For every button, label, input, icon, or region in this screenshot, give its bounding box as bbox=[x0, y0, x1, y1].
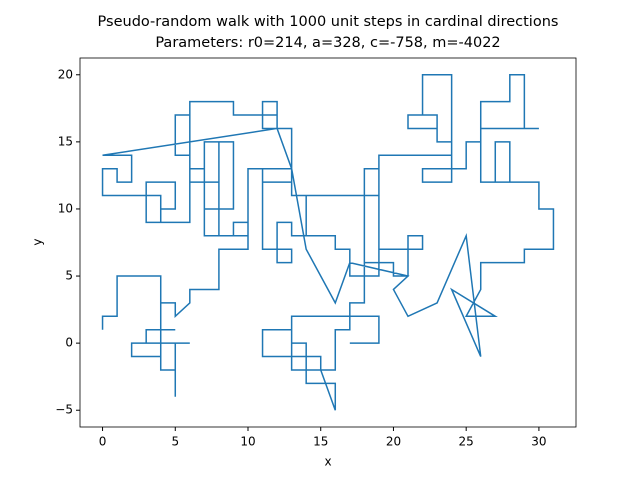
y-tick-label: 10 bbox=[58, 201, 73, 215]
x-tick-label: 10 bbox=[240, 435, 255, 449]
x-tick-label: 20 bbox=[386, 435, 401, 449]
chart-title: Pseudo-random walk with 1000 unit steps … bbox=[98, 14, 559, 30]
y-tick-label: 15 bbox=[58, 134, 73, 148]
y-tick-label: 20 bbox=[58, 67, 73, 81]
y-tick-label: 5 bbox=[65, 269, 73, 283]
y-tick-label: 0 bbox=[65, 336, 73, 350]
walk-line bbox=[101, 74, 555, 411]
y-tick-label: −5 bbox=[55, 403, 73, 417]
y-axis-label: y bbox=[31, 238, 45, 245]
axes-frame bbox=[79, 57, 577, 428]
x-tick-label: 15 bbox=[313, 435, 328, 449]
x-tick-label: 5 bbox=[171, 435, 179, 449]
x-tick-label: 25 bbox=[459, 435, 474, 449]
chart-subtitle: Parameters: r0=214, a=328, c=-758, m=-40… bbox=[155, 35, 500, 51]
x-tick-label: 0 bbox=[99, 435, 107, 449]
x-tick-label: 30 bbox=[531, 435, 546, 449]
x-axis-label: x bbox=[324, 455, 331, 469]
